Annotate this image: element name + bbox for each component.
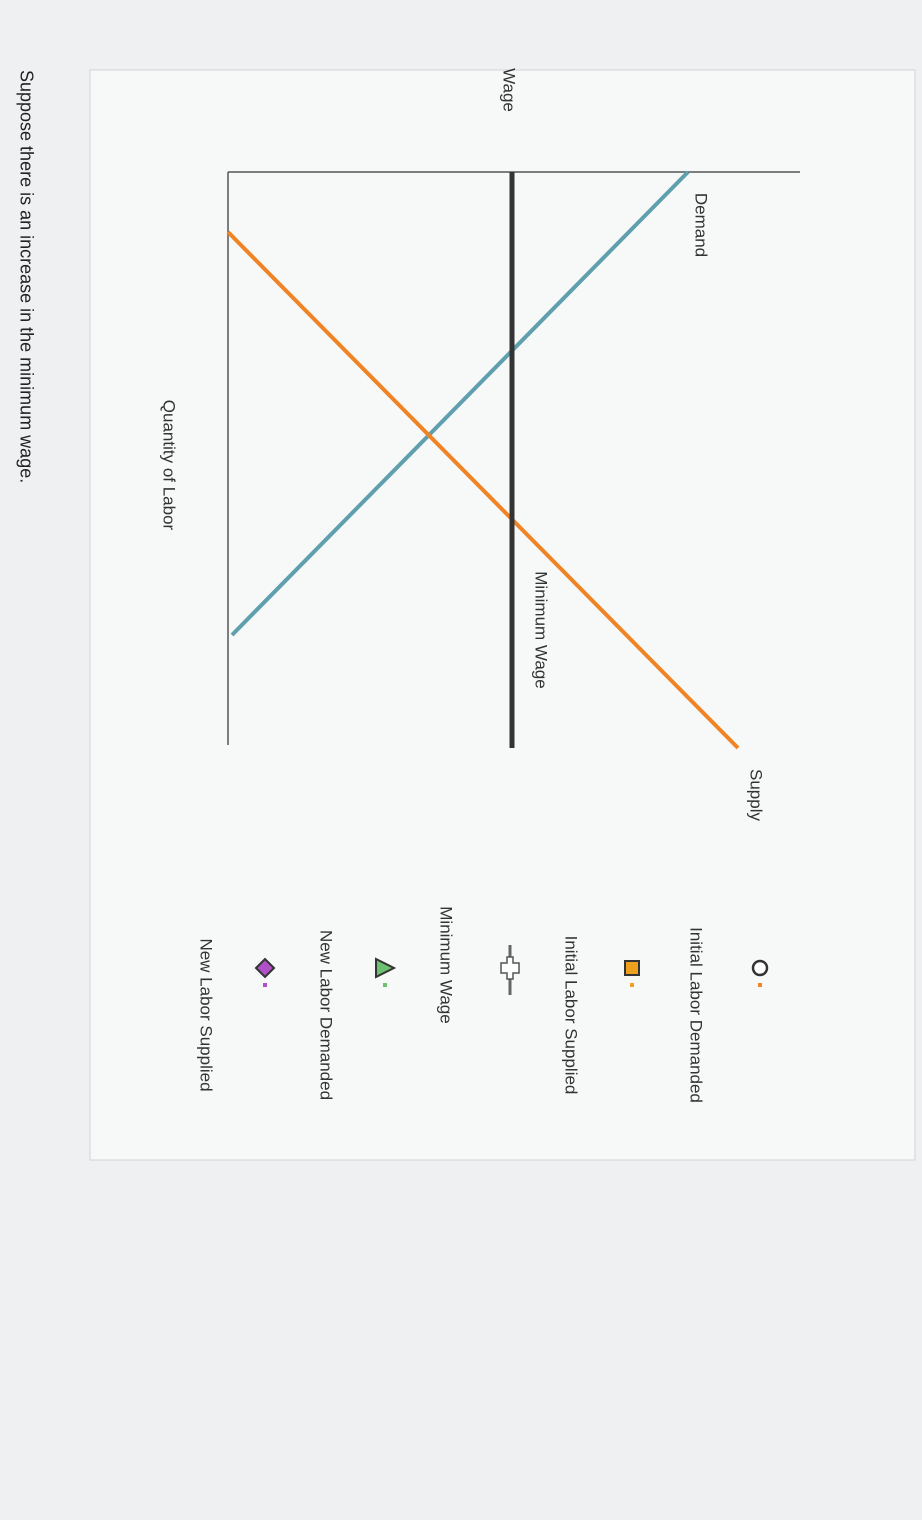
demand-curve[interactable] (230, 170, 690, 637)
legend-tick (758, 983, 762, 987)
prompt-text: Suppose there is an increase in the mini… (16, 70, 36, 483)
curve-label: Demand (692, 193, 711, 257)
curve-label: Minimum Wage (532, 571, 551, 688)
supply-curve[interactable] (226, 230, 740, 750)
x-axis-label: Quantity of Labor (160, 400, 179, 531)
legend-label: New Labor Supplied (197, 938, 216, 1091)
legend-label: Initial Labor Demanded (687, 927, 706, 1103)
curve-label: Supply (747, 769, 766, 821)
legend-icon-square[interactable] (624, 960, 640, 976)
legend-tick (263, 983, 267, 987)
legend-label: Initial Labor Supplied (562, 936, 581, 1095)
legend-tick (630, 983, 634, 987)
legend-icon-circle[interactable] (751, 959, 769, 977)
legend-label: New Labor Demanded (317, 930, 336, 1100)
legend-tick (383, 983, 387, 987)
legend-label: Minimum Wage (437, 906, 456, 1023)
legend-icon-diamond[interactable] (254, 957, 276, 979)
panel (89, 69, 916, 1161)
y-axis-label: Wage (500, 68, 519, 112)
legend-icon-triangle[interactable] (375, 957, 397, 979)
legend-icon-plus[interactable] (500, 956, 520, 980)
